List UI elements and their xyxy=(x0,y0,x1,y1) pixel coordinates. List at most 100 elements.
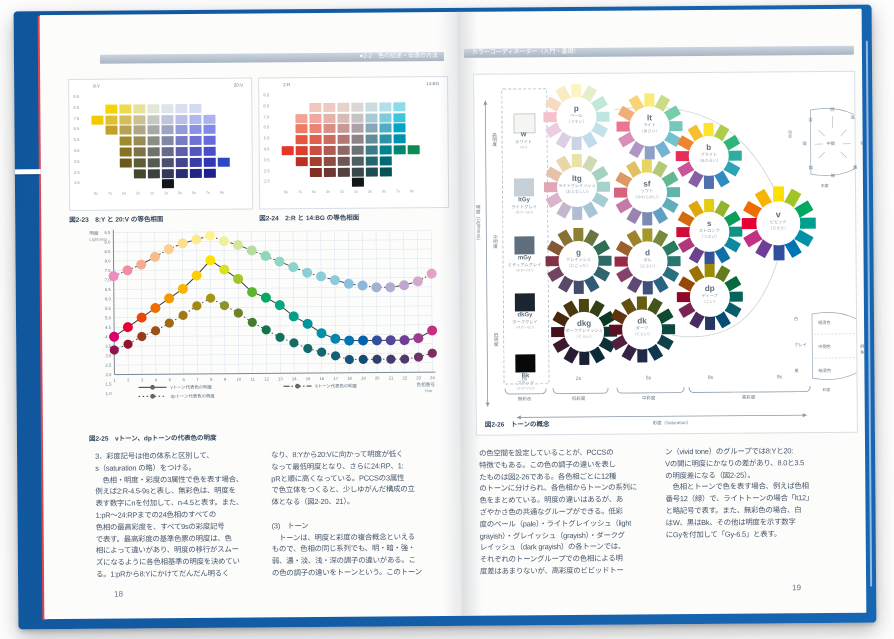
sat-tick-0s: 0s xyxy=(521,376,528,383)
sat-tick-9s: 9s xyxy=(776,374,783,381)
inset-bottom-left-label: 黒 xyxy=(794,368,799,374)
color-chip xyxy=(365,145,378,155)
color-chip xyxy=(365,156,378,166)
color-chip xyxy=(133,114,146,125)
right-header-text: カラーコーディネーター（入門・基礎） xyxy=(471,48,580,56)
inset-bottom-inner-label: 暗清色 xyxy=(818,367,832,374)
color-chip xyxy=(351,178,364,188)
tone-circle-center: sf ソフト （やわらかい） xyxy=(626,172,668,213)
left-header-text: ●2-2 色の記述・伝達の方法 xyxy=(359,53,438,60)
color-chip xyxy=(119,104,132,114)
x-tick-label: 9s xyxy=(283,190,289,195)
color-chip xyxy=(309,156,322,166)
color-chip xyxy=(351,156,364,166)
tone-circle-v: v ビビッド （さえた） xyxy=(738,183,819,264)
svg-text:11: 11 xyxy=(251,376,256,381)
color-chip xyxy=(379,134,392,144)
color-chip xyxy=(175,136,188,146)
color-chip xyxy=(189,114,202,124)
x-tick-label: 7s xyxy=(395,189,401,194)
color-chip xyxy=(119,147,132,157)
tone-id: dp xyxy=(704,283,715,293)
color-chip xyxy=(393,123,406,133)
color-chip xyxy=(351,134,364,144)
tone-chip xyxy=(572,205,583,220)
tone-id: sf xyxy=(643,179,651,189)
tone-id: dk xyxy=(637,316,647,326)
svg-text:6: 6 xyxy=(182,377,185,382)
tone-chip xyxy=(551,327,566,338)
color-chip xyxy=(323,102,336,112)
color-chip xyxy=(161,147,174,157)
tone-chip xyxy=(597,255,612,266)
color-chip xyxy=(351,145,364,155)
color-chip xyxy=(379,145,392,155)
svg-text:2: 2 xyxy=(127,377,130,382)
legend-item: ltトーン代表色の明度 xyxy=(316,382,358,389)
svg-text:3.0: 3.0 xyxy=(105,353,112,358)
svg-text:16: 16 xyxy=(320,376,325,381)
tone-circle-center: g グレイッシュ （にごった） xyxy=(558,240,599,282)
inset-top-label: 弱 xyxy=(802,141,807,147)
y-tick-label: 3.5 xyxy=(73,158,80,164)
svg-text:Lightness: Lightness xyxy=(89,237,107,242)
tone-note: （おとなしい） xyxy=(563,188,591,195)
x-tick-label: 7s xyxy=(108,191,113,196)
lightness-axis-label: 明度（Lightness） xyxy=(476,204,482,243)
color-chip xyxy=(203,146,216,156)
figure-2-25-line-chart: 9.5 9.0 8.5 8.0 7.5 7.0 6.5 6.0 5.5 5.0 4.5 4.0 3.5 3… xyxy=(87,222,451,429)
svg-text:20: 20 xyxy=(375,376,380,381)
x-tick-label: 1s xyxy=(150,191,155,196)
color-chip xyxy=(189,136,202,146)
color-chip xyxy=(133,136,146,146)
axis-brace xyxy=(616,387,685,394)
inset-top-label: 鈍 xyxy=(808,165,813,171)
svg-text:7.5: 7.5 xyxy=(105,268,112,273)
tone-circle-g: g グレイッシュ （にごった） xyxy=(542,225,615,298)
lightness-line-chart: 9.5 9.0 8.5 8.0 7.5 7.0 6.5 6.0 5.5 5.0 4.5 4.0 3.5 3… xyxy=(89,229,438,400)
y-tick-label: 2.5 xyxy=(263,167,270,174)
color-chip xyxy=(351,113,364,123)
tone-chip xyxy=(728,291,743,302)
tone-chip xyxy=(772,186,784,203)
tone-chip xyxy=(636,296,647,311)
inset-bottom-left-label: グレイ xyxy=(794,342,807,348)
hue-label-left: 2:R xyxy=(283,82,291,88)
color-chip xyxy=(393,112,406,122)
color-chip xyxy=(365,102,378,112)
tone-chip xyxy=(642,211,653,226)
y-tick-label: 4.5 xyxy=(263,146,270,152)
svg-text:8.0: 8.0 xyxy=(105,259,112,264)
color-chip xyxy=(393,145,406,155)
page-edge-highlight xyxy=(865,40,873,587)
tone-chip xyxy=(573,279,584,294)
y-tick-label: 5.5 xyxy=(73,137,80,143)
color-chip xyxy=(161,103,174,114)
svg-text:15: 15 xyxy=(306,376,311,381)
tone-circle-b: b ブライト （あかるい） xyxy=(672,120,745,193)
tone-circle-center: b ブライト （あかるい） xyxy=(688,135,729,177)
color-chip xyxy=(175,103,188,113)
color-chip xyxy=(309,135,322,145)
tone-chip xyxy=(595,111,610,122)
tone-id: lt xyxy=(646,113,652,123)
x-tick-label: 3s xyxy=(136,191,141,196)
color-chip xyxy=(337,113,350,123)
y-tick-label: 2.5 xyxy=(73,169,80,175)
tone-chip xyxy=(703,174,715,189)
svg-text:5.0: 5.0 xyxy=(105,315,112,320)
tone-chip xyxy=(595,181,611,192)
grayscale-id: dkGy xyxy=(517,312,533,319)
tone-chip xyxy=(578,298,589,313)
high-lightness-label: 高明度 xyxy=(492,132,498,147)
svg-text:5.5: 5.5 xyxy=(105,306,112,311)
tone-chip xyxy=(675,151,690,162)
inset-bottom-pure-label: 純色 xyxy=(860,343,865,355)
color-chip xyxy=(161,179,174,189)
color-chip xyxy=(203,157,216,167)
color-chip xyxy=(175,147,188,157)
grayscale-id: W xyxy=(520,132,527,139)
sat-zone-label: 無彩色 xyxy=(517,396,532,402)
left-page-number: 18 xyxy=(114,589,124,599)
mid-lightness-label: 中明度 xyxy=(493,234,499,249)
